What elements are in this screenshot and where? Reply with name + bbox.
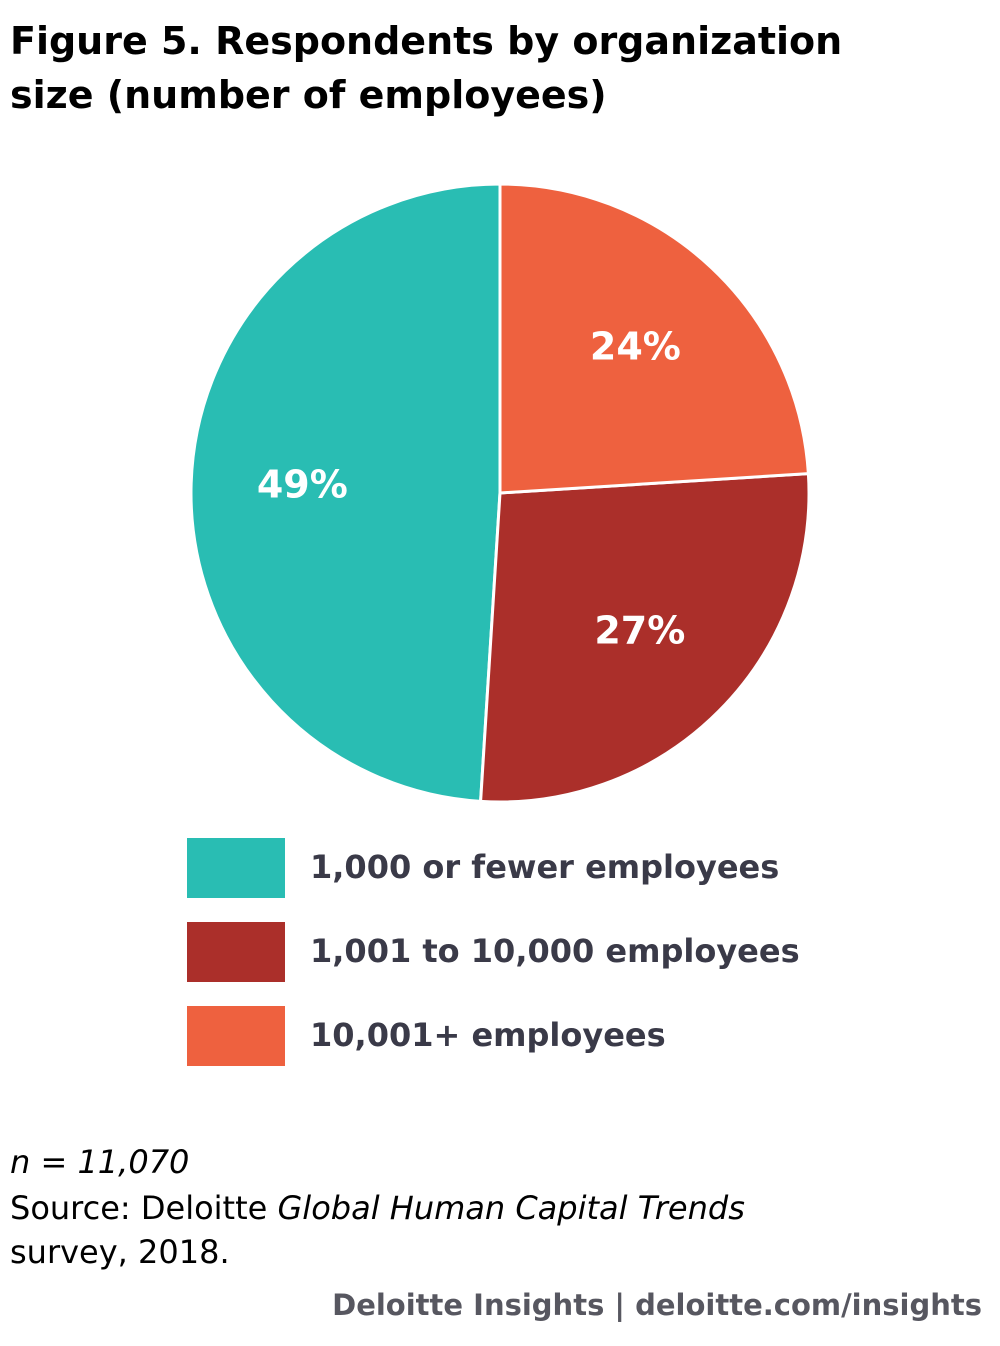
slice-label: 27% [594,608,685,652]
note: n = 11,070 [10,1143,190,1181]
pie-slice [479,472,811,804]
chart-title: Figure 5. Respondents by organization si… [10,19,843,117]
slice-label: 24% [590,324,681,368]
legend-swatch [187,838,285,898]
pie-slice [498,182,810,495]
legend-swatch [187,1006,285,1066]
source-text: Source: Deloitte [10,1189,268,1227]
credit: Deloitte Insights | deloitte.com/insight… [332,1288,982,1322]
legend-label: 1,000 or fewer employees [310,848,779,886]
legend-swatch [187,922,285,982]
legend-label: 1,001 to 10,000 employees [310,932,800,970]
source-text: survey, 2018. [10,1233,230,1271]
source-title: Global Human Capital Trends [277,1189,745,1227]
source: Source: Deloitte Global Human Capital Tr… [10,1186,910,1274]
legend-label: 10,001+ employees [310,1016,666,1054]
slice-label: 49% [257,462,348,506]
pie-slice [189,182,502,803]
